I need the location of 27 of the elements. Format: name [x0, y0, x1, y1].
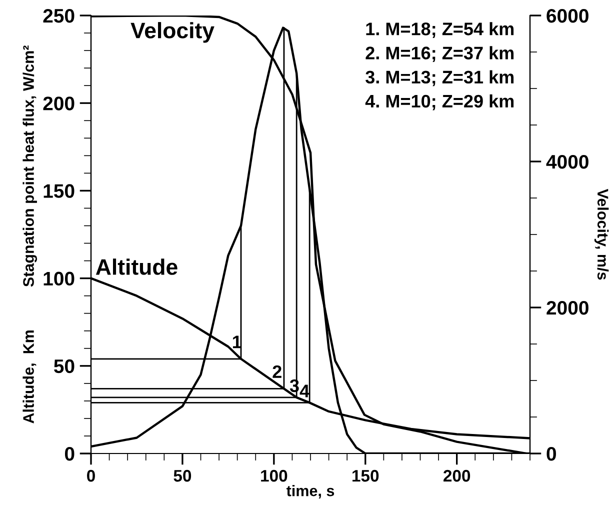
x-tick-label: 200 — [444, 470, 470, 482]
y-tick-label: 50 — [54, 359, 74, 374]
annotation: Altitude — [96, 258, 178, 275]
annotation: 1. M=18; Z=54 km — [366, 22, 514, 38]
annotation: 2. M=16; Z=37 km — [366, 46, 514, 62]
y-tick-label: 150 — [44, 184, 74, 198]
y-axis-title: Altitude, Km Stagnation point heat flux, W/cm² — [22, 46, 38, 424]
x-axis-title: time, s — [286, 485, 334, 498]
x-tick-label: 100 — [261, 470, 288, 482]
y2-tick-label: 2000 — [546, 300, 588, 315]
y-tick-label: 0 — [64, 446, 74, 461]
annotation: 4. M=10; Z=29 km — [365, 94, 514, 110]
y2-axis-title: Velocity, m/s — [594, 188, 609, 280]
y-tick-label: 250 — [43, 8, 74, 23]
y2-tick-label: 0 — [546, 446, 556, 461]
x-tick-label: 0 — [87, 470, 95, 482]
y-tick-label: 100 — [44, 272, 74, 286]
annotation: Velocity — [130, 22, 214, 43]
annotation: 4 — [300, 384, 310, 398]
y2-tick-label: 6000 — [546, 8, 588, 23]
x-tick-label: 150 — [352, 470, 379, 482]
annotation: 3. M=13; Z=31 km — [366, 70, 514, 86]
x-tick-label: 50 — [174, 470, 192, 482]
annotation: 1 — [232, 336, 242, 348]
annotation: 2 — [272, 365, 282, 378]
y2-tick-label: 4000 — [546, 154, 588, 169]
y-tick-label: 200 — [43, 96, 74, 110]
